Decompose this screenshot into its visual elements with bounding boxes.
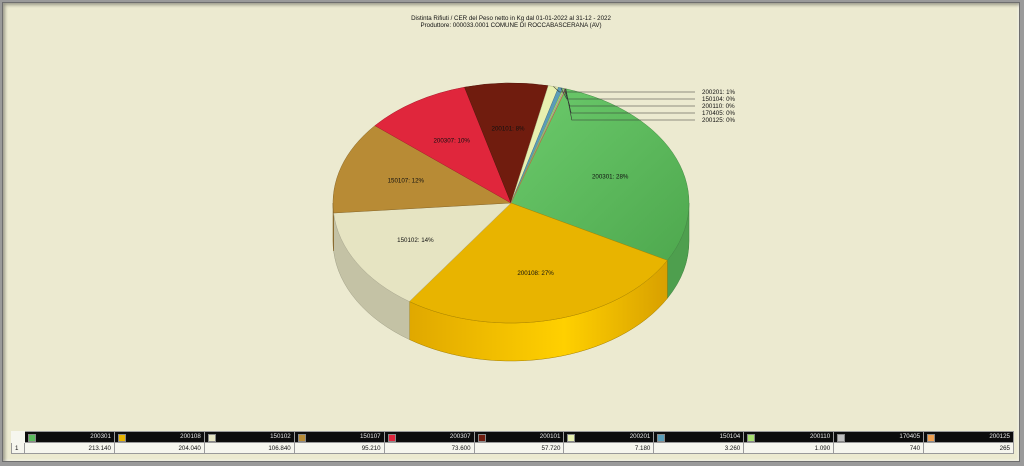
leader-line-200110 <box>563 88 695 107</box>
legend-header-row: 200301 200108 150102 150107 200307 200101 2002… <box>11 431 1014 443</box>
leader-line-150104 <box>560 87 695 100</box>
legend-name: 200307 <box>449 432 471 440</box>
legend-value-200125: 265 <box>923 442 1014 454</box>
legend-name: 200101 <box>539 432 561 440</box>
legend-value-200110: 1.090 <box>743 442 835 454</box>
slice-label-170405: 170405: 0% <box>702 110 736 117</box>
pie-slice-200307[interactable] <box>374 86 512 204</box>
legend-values-row: 1 213.140 204.040 106.840 95.210 73.600 57.720… <box>11 442 1014 454</box>
leader-line-200201 <box>553 86 695 93</box>
legend-value-170405: 740 <box>833 442 925 454</box>
legend-entry-200101: 200101 <box>473 431 565 443</box>
legend-entry-150102: 150102 <box>203 431 295 443</box>
legend-entry-200301: 200301 <box>24 431 115 443</box>
legend-value-200108: 204.040 <box>113 442 205 454</box>
slice-label-150104: 150104: 0% <box>702 96 736 103</box>
pie-chart: 200301: 28% 200108: 27% 150102: 14% 150107:… <box>332 82 736 362</box>
slice-label-200301: 200301: 28% <box>592 173 629 180</box>
legend-swatch <box>117 433 126 442</box>
legend-name: 200201 <box>629 432 651 440</box>
chart-title-line1: Distinta Rifiuti / CER del Peso netto in… <box>411 15 611 22</box>
slice-label-200108: 200108: 27% <box>517 270 554 277</box>
legend-name: 150107 <box>359 432 381 440</box>
leader-line-200125 <box>565 88 695 121</box>
slice-label-200125: 200125: 0% <box>702 117 736 124</box>
legend-entry-200307: 200307 <box>383 431 475 443</box>
legend-value-200307: 73.600 <box>383 442 475 454</box>
pie-slice-150102[interactable] <box>333 202 512 302</box>
legend-value-200101: 57.720 <box>473 442 565 454</box>
slice-label-200110: 200110: 0% <box>702 103 735 110</box>
legend-swatch <box>837 433 846 442</box>
slice-label-200201: 200201: 1% <box>702 89 736 96</box>
legend-entry-200125: 200125 <box>923 431 1014 443</box>
legend-swatch <box>927 433 936 442</box>
legend-entry-150107: 150107 <box>293 431 385 443</box>
slice-label-150107: 150107: 12% <box>388 177 425 184</box>
legend-name: 200125 <box>989 432 1010 440</box>
legend-entry-170405: 170405 <box>833 431 925 443</box>
legend-swatch <box>28 433 36 442</box>
legend-name: 200110 <box>809 432 831 440</box>
legend-value-200201: 7.180 <box>563 442 655 454</box>
legend-swatch <box>207 433 216 442</box>
legend-value-150102: 106.840 <box>203 442 295 454</box>
legend-row-label: 1 <box>11 442 25 454</box>
pie-slice-150107[interactable] <box>332 125 512 214</box>
legend-entry-200201: 200201 <box>563 431 655 443</box>
pie-slice-200108[interactable] <box>408 202 668 324</box>
legend-swatch <box>567 433 576 442</box>
legend-entry-200108: 200108 <box>113 431 205 443</box>
legend-value-200301: 213.140 <box>24 442 115 454</box>
legend-swatch <box>747 433 756 442</box>
legend-value-150104: 3.260 <box>653 442 745 454</box>
legend-corner <box>11 431 25 443</box>
chart-title: Distinta Rifiuti / CER del Peso netto in… <box>3 15 1019 29</box>
legend-name: 150102 <box>270 432 291 440</box>
legend-swatch <box>657 433 666 442</box>
legend-swatch <box>477 433 486 442</box>
chart-subtitle: Produttore: 000033.0001 COMUNE DI ROCCAB… <box>420 22 602 29</box>
slice-label-200101: 200101: 8% <box>492 126 526 133</box>
legend-entry-200110: 200110 <box>743 431 835 443</box>
legend-table: 200301 200108 150102 150107 200307 200101 2002… <box>11 431 1014 454</box>
legend-swatch <box>297 433 306 442</box>
legend-name: 170405 <box>899 432 921 440</box>
pie-labels: 200301: 28% 200108: 27% 150102: 14% 150107:… <box>388 86 736 277</box>
legend-entry-150104: 150104 <box>653 431 745 443</box>
legend-name: 150104 <box>719 432 741 440</box>
slice-label-200307: 200307: 10% <box>433 137 470 144</box>
slice-label-150102: 150102: 14% <box>397 237 434 244</box>
legend-swatch <box>387 433 396 442</box>
pie-slices <box>332 82 690 324</box>
legend-value-150107: 95.210 <box>293 442 385 454</box>
legend-name: 200301 <box>90 432 111 440</box>
legend-name: 200108 <box>180 432 201 440</box>
